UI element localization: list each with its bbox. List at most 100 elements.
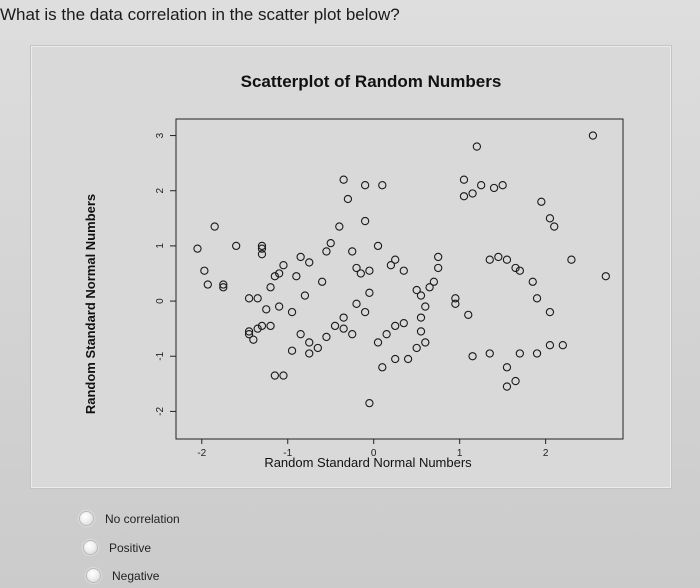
data-point xyxy=(360,307,370,317)
data-point xyxy=(464,310,473,320)
data-point xyxy=(262,305,271,314)
radio-button[interactable] xyxy=(83,540,98,555)
data-point xyxy=(382,330,391,339)
data-point xyxy=(373,241,383,251)
data-point xyxy=(300,291,310,300)
data-point xyxy=(494,252,503,262)
data-point xyxy=(270,272,280,281)
y-tick-label: -2 xyxy=(155,407,166,416)
data-point xyxy=(416,313,426,322)
data-point xyxy=(257,244,267,253)
data-point xyxy=(352,299,361,308)
data-point xyxy=(203,280,212,289)
data-point xyxy=(391,321,400,331)
data-point xyxy=(266,321,275,331)
option-positive[interactable]: Positive xyxy=(83,540,151,555)
data-point xyxy=(468,352,477,361)
data-point xyxy=(528,277,537,286)
data-point xyxy=(468,189,477,198)
data-point xyxy=(343,194,353,204)
data-point xyxy=(373,338,383,347)
y-axis-label: Random Standard Normal Numbers xyxy=(83,194,98,414)
y-tick-label: -1 xyxy=(155,351,166,360)
data-point xyxy=(451,299,460,308)
data-point xyxy=(489,183,499,193)
data-point xyxy=(339,324,348,333)
y-tick-label: 1 xyxy=(155,243,166,249)
data-point xyxy=(200,266,209,275)
data-point xyxy=(511,263,520,273)
option-label: Positive xyxy=(109,540,152,555)
y-tick-label: 3 xyxy=(155,132,166,138)
data-point xyxy=(412,343,421,353)
data-point xyxy=(339,175,348,184)
option-negative[interactable]: Negative xyxy=(86,568,159,583)
data-point xyxy=(322,247,331,256)
x-tick-label: 2 xyxy=(543,448,549,459)
data-point xyxy=(279,261,288,270)
y-tick-label: 0 xyxy=(155,298,166,304)
chart-title: Scatterplot of Random Numbers xyxy=(241,72,502,91)
plot-area xyxy=(175,118,624,440)
scatter-chart: Scatterplot of Random Numbers Random Sta… xyxy=(83,72,624,470)
data-point xyxy=(257,241,267,251)
data-point xyxy=(502,363,512,372)
data-point xyxy=(545,341,555,350)
data-point xyxy=(451,294,460,303)
data-point xyxy=(403,354,413,364)
data-point xyxy=(292,272,301,281)
data-point xyxy=(416,291,426,300)
option-no-correlation[interactable]: No correlation xyxy=(79,511,180,526)
data-point xyxy=(502,382,512,391)
data-point xyxy=(515,266,524,275)
data-point xyxy=(412,285,421,295)
y-tick-label: 2 xyxy=(155,188,166,194)
radio-button[interactable] xyxy=(79,511,94,526)
data-point xyxy=(477,181,486,190)
data-point xyxy=(421,302,430,311)
data-point xyxy=(399,266,408,275)
x-tick-label: -2 xyxy=(197,448,206,459)
data-point xyxy=(459,175,469,184)
data-point xyxy=(558,341,567,350)
data-point xyxy=(498,181,507,190)
data-point xyxy=(537,197,546,206)
chart-figure: Scatterplot of Random Numbers Random Sta… xyxy=(30,45,672,489)
data-point xyxy=(550,222,559,231)
data-point xyxy=(313,343,322,353)
data-point xyxy=(348,330,357,339)
data-point xyxy=(210,222,219,231)
option-label: Negative xyxy=(112,568,160,583)
data-point xyxy=(219,283,228,292)
data-point xyxy=(266,283,275,292)
radio-button[interactable] xyxy=(86,568,101,583)
x-tick-label: 0 xyxy=(371,448,377,459)
data-point xyxy=(365,288,374,297)
data-point xyxy=(545,214,555,223)
data-point xyxy=(545,307,555,317)
data-point xyxy=(335,222,344,231)
data-point xyxy=(253,294,262,303)
data-point xyxy=(378,363,387,372)
data-point xyxy=(257,250,267,259)
option-label: No correlation xyxy=(105,511,180,526)
data-point xyxy=(253,324,262,333)
data-point xyxy=(515,349,524,358)
data-point xyxy=(601,272,610,281)
data-point xyxy=(330,321,340,331)
data-point xyxy=(244,327,254,336)
data-point xyxy=(322,332,331,342)
data-point xyxy=(296,252,305,262)
data-point xyxy=(532,294,542,303)
data-point xyxy=(567,255,576,264)
data-point xyxy=(219,280,228,289)
data-point xyxy=(352,263,361,273)
data-point xyxy=(425,283,434,292)
data-point xyxy=(275,302,284,311)
data-point xyxy=(421,338,430,347)
data-point xyxy=(287,307,297,317)
data-point xyxy=(472,142,482,151)
data-point xyxy=(391,255,400,264)
data-point xyxy=(434,252,443,262)
data-point xyxy=(485,255,494,264)
